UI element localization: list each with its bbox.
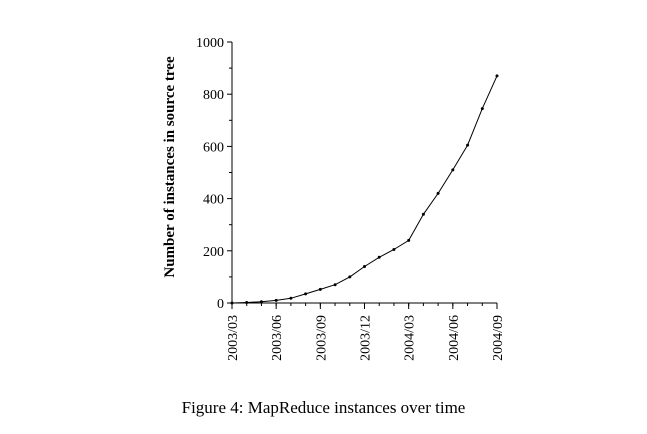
data-point (392, 248, 396, 251)
data-point (289, 296, 293, 300)
data-point (466, 143, 470, 147)
y-tick-label: 600 (203, 140, 224, 155)
data-point (230, 301, 234, 305)
data-point (421, 212, 425, 216)
x-tick-label: 2004/09 (491, 315, 506, 361)
data-point (333, 283, 337, 287)
data-point (451, 168, 455, 172)
axes (231, 42, 497, 304)
series-line (231, 75, 498, 304)
y-tick-label: 200 (203, 245, 224, 260)
data-point (377, 255, 381, 259)
y-tick-label: 800 (203, 88, 224, 103)
data-point (495, 74, 499, 78)
data-point (436, 191, 440, 195)
y-tick-label: 400 (203, 193, 224, 208)
data-point (259, 300, 263, 304)
x-tick-label: 2003/09 (314, 315, 329, 361)
series (230, 74, 499, 305)
x-tick-label: 2004/03 (403, 315, 418, 361)
x-tick-label: 2003/06 (270, 315, 285, 361)
data-point (363, 265, 366, 268)
x-tick-label: 2003/12 (359, 315, 374, 361)
data-point (304, 292, 308, 296)
data-point (274, 298, 278, 302)
data-point (348, 275, 352, 279)
data-point (480, 107, 484, 111)
ticks: 0 200 400 600 800 1000 2003/03 2003/06 2003/09 20… (196, 36, 506, 361)
x-tick-label: 2003/03 (226, 315, 241, 361)
y-tick-label: 1000 (196, 36, 224, 51)
data-point (407, 238, 411, 242)
y-axis-label: Number of instances in source tree (162, 56, 178, 278)
figure-caption: Figure 4: MapReduce instances over time (181, 398, 466, 417)
x-tick-label: 2004/06 (447, 315, 462, 361)
y-tick-label: 0 (217, 297, 224, 312)
line-chart: 0 200 400 600 800 1000 2003/03 2003/06 2003/09 20… (162, 36, 506, 361)
data-point (318, 287, 322, 291)
data-point (245, 301, 249, 304)
